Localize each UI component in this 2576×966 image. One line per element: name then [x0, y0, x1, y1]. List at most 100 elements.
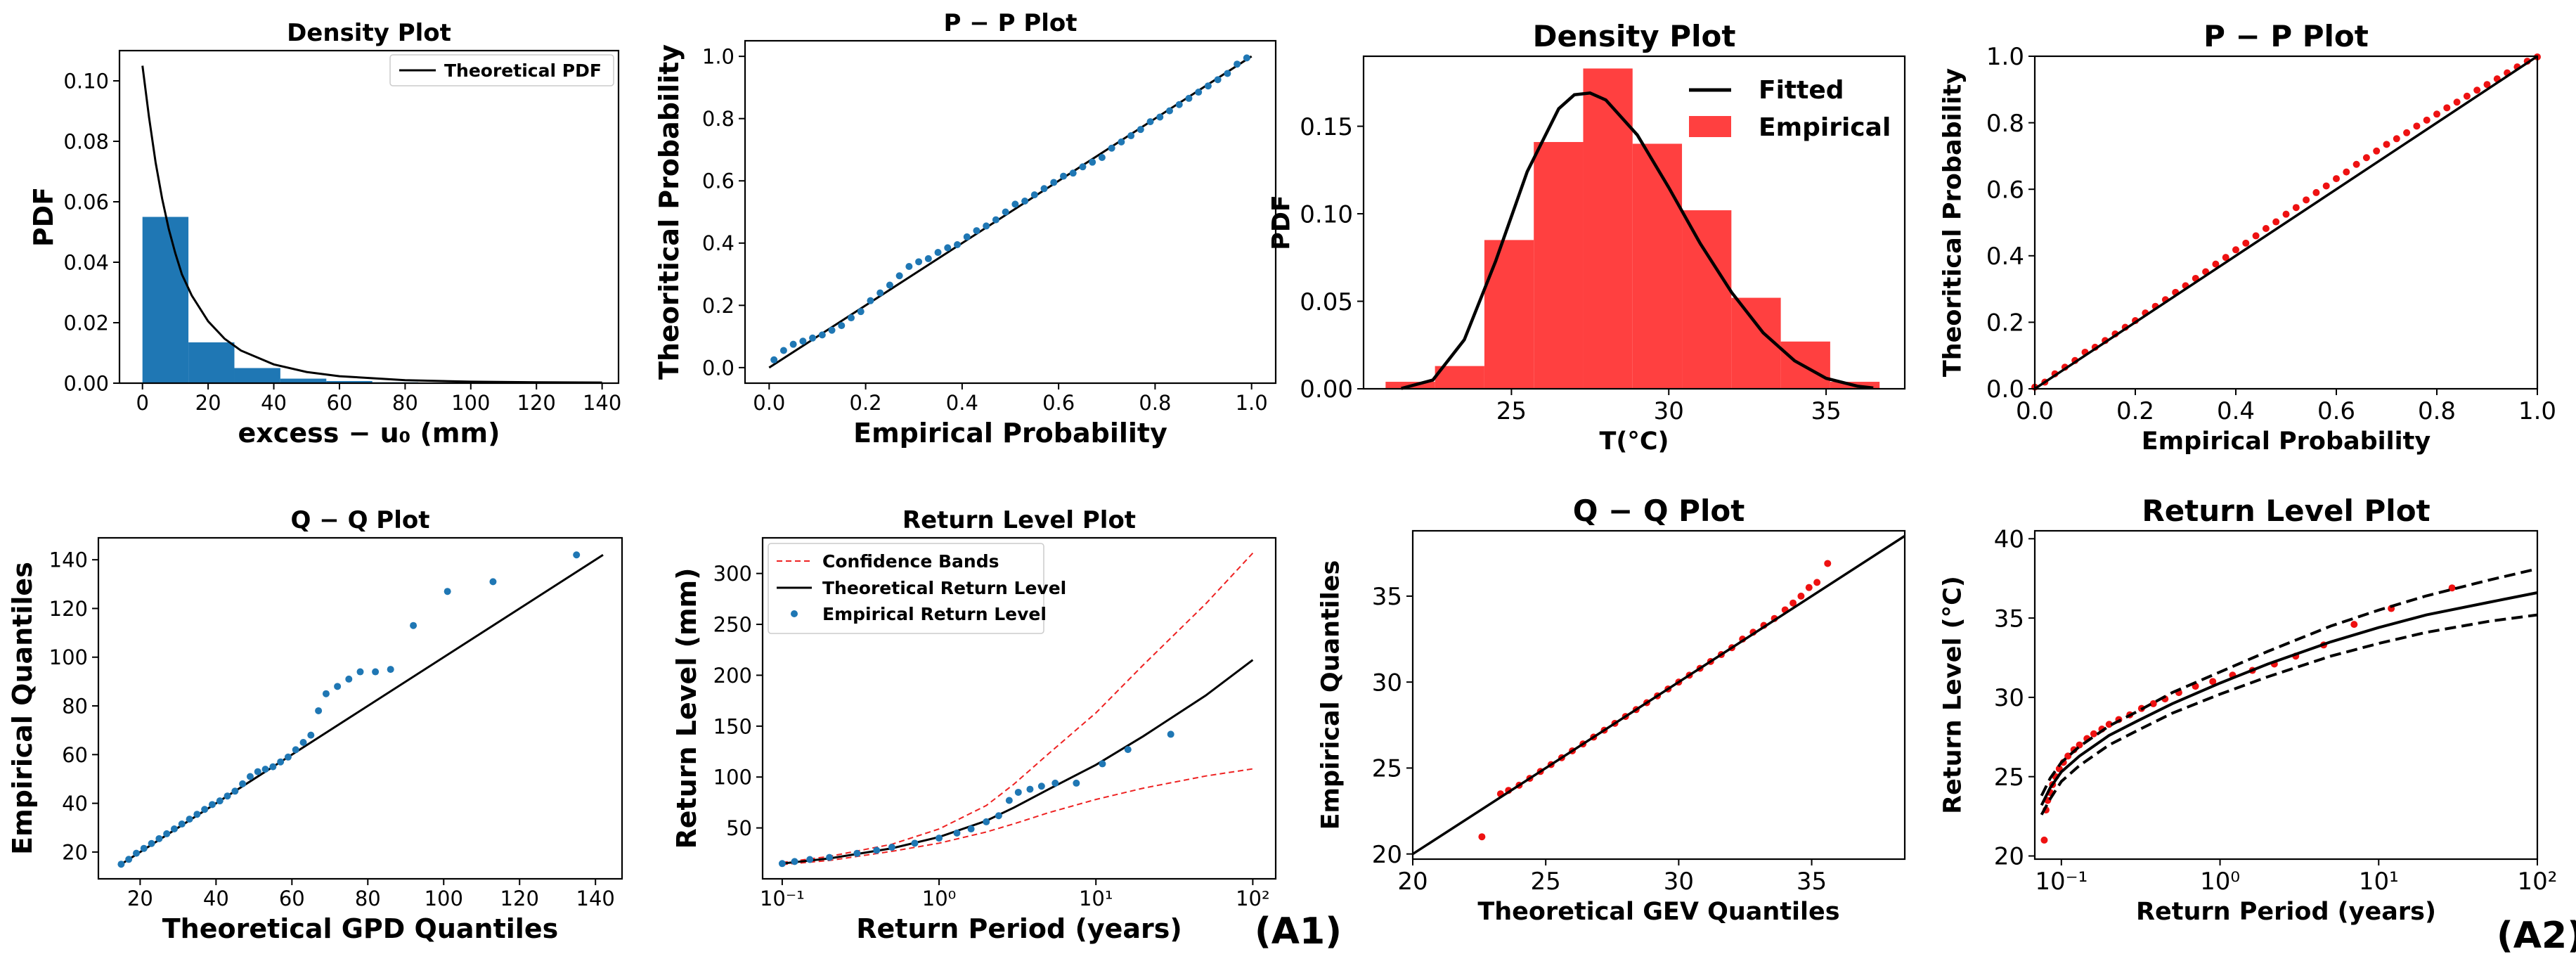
a2-return-xtick-label: 10²	[2518, 868, 2558, 896]
a2-density-xtick-label: 35	[1811, 397, 1841, 425]
a2-qq-xtick-label: 20	[1397, 868, 1428, 896]
a1-qq-xlabel: Theoretical GPD Quantiles	[162, 913, 558, 944]
a2-pp-point	[2343, 168, 2350, 176]
a1-qq-point	[284, 753, 292, 761]
a2-return-empirical-point	[2209, 678, 2217, 685]
a2-return-empirical-point	[2350, 621, 2358, 629]
a1-return-ytick-label: 200	[713, 664, 752, 688]
a2-density-legend-label: Empirical	[1759, 113, 1891, 142]
a2-qq-ylabel: Empirical Quantiles	[1317, 560, 1345, 830]
a2-pp-point	[2242, 239, 2250, 247]
a1-return-empirical-point	[873, 846, 881, 854]
a1-pp-ytick-label: 0.0	[702, 356, 734, 380]
a2-pp-xtick-label: 1.0	[2518, 397, 2556, 425]
a1-density-xtick-label: 60	[327, 391, 353, 415]
a2-pp-reference-line	[2034, 55, 2538, 390]
a1-qq-point	[254, 768, 261, 775]
a1-qq-point	[239, 780, 247, 787]
a1-pp-point	[944, 244, 952, 252]
a1-pp-point	[857, 308, 865, 316]
a2-density-legend-swatch	[1689, 116, 1731, 137]
a2-pp-ytick-label: 0.8	[1986, 110, 2024, 138]
a2-return-empirical-point	[2040, 836, 2048, 844]
a2-density-bar	[1435, 366, 1484, 389]
a1-qq-point	[573, 551, 581, 559]
a1-density-bar	[326, 380, 373, 383]
a1-qq-point	[132, 849, 140, 857]
a2-return-xtick-label: 10⁻¹	[2035, 868, 2088, 896]
a1-qq-point	[356, 668, 364, 676]
a1-qq-point	[208, 801, 216, 809]
a2-return-ytick-label: 35	[1994, 605, 2024, 633]
a2-pp-point	[2463, 92, 2471, 100]
a2-qq-ytick-label: 35	[1372, 583, 1402, 611]
a2-pp-point	[2413, 122, 2421, 130]
a1-density-ytick-label: 0.10	[63, 69, 109, 93]
a2-density-xtick-label: 25	[1496, 397, 1527, 425]
a1-qq-point	[216, 797, 224, 805]
a1-pp-point	[770, 356, 778, 363]
a1-qq-point	[193, 811, 201, 818]
a2-qq-point	[1789, 599, 1797, 607]
a2-density-ylabel: PDF	[1268, 195, 1296, 250]
a1-qq-point	[155, 835, 163, 842]
a1-qq-point	[163, 830, 171, 837]
a1-pp-point	[1127, 132, 1135, 140]
a2-qq-point	[1805, 584, 1813, 591]
a1-pp-point	[1040, 185, 1048, 193]
a2-density-bar	[1632, 143, 1683, 389]
a1-return-empirical-point	[791, 858, 798, 865]
a1-pp-point	[779, 347, 787, 354]
a1-pp-point	[963, 233, 971, 240]
a1-return-empirical-point	[953, 829, 961, 837]
a2-density-ytick-label: 0.05	[1300, 288, 1353, 316]
a1-return-axes-frame	[761, 536, 1277, 880]
a1-pp-point	[905, 262, 913, 270]
a1-qq-point	[186, 816, 193, 823]
a2-pp-xtick-label: 0.4	[2217, 397, 2255, 425]
a1-qq-point	[246, 773, 254, 780]
a1-density-ylabel: PDF	[28, 187, 59, 247]
a1-pp-xtick-label: 0.4	[946, 391, 978, 415]
a1-pp-point	[1166, 107, 1173, 115]
a2-density-ytick-label: 0.00	[1300, 375, 1353, 404]
a2-pp-ylabel: Theoritical Probability	[1939, 68, 1967, 378]
a1-return-ytick-label: 250	[713, 612, 752, 636]
a2-pp-ytick-label: 0.0	[1986, 375, 2024, 404]
a1-density-xlabel: excess − u₀ (mm)	[238, 418, 500, 449]
a2-pp-xtick-label: 0.6	[2317, 397, 2355, 425]
a2-pp-point	[2443, 104, 2451, 112]
a2-qq-xlabel: Theoretical GEV Quantiles	[1477, 898, 1839, 926]
a1-qq-point	[345, 675, 353, 683]
a2-return-empirical-point	[2105, 721, 2113, 728]
a2-return-title: Return Level Plot	[2142, 494, 2430, 528]
a2-return-ytick-label: 30	[1994, 684, 2024, 712]
a1-return-empirical-point	[1051, 779, 1059, 787]
a2-pp-point	[2262, 225, 2270, 233]
a1-return-xtick-label: 10⁰	[922, 887, 957, 910]
a2-return-empirical-point	[2448, 584, 2456, 592]
a2-density-bar	[1731, 297, 1781, 389]
a2-pp-point	[2232, 246, 2239, 254]
a1-density-legend-label: Theoretical PDF	[444, 60, 602, 81]
a1-density-title: Density Plot	[287, 19, 451, 47]
a1-density-legend-box	[389, 54, 614, 86]
a2-pp-point	[2373, 147, 2381, 155]
a1-qq-point	[387, 666, 394, 674]
a1-pp-point	[1108, 144, 1115, 152]
a2-pp-xlabel: Empirical Probability	[2142, 427, 2431, 456]
a1-qq-axes-frame	[97, 536, 623, 880]
a1-qq-point	[334, 683, 342, 690]
a2-density-title: Density Plot	[1533, 19, 1736, 53]
a2-qq-ytick-label: 30	[1372, 669, 1402, 697]
a1-return-xtick-label: 10⁻¹	[760, 887, 805, 910]
a1-pp-xtick-label: 1.0	[1236, 391, 1268, 415]
a1-pp-point	[1079, 163, 1087, 171]
a1-return-empirical-point	[888, 844, 895, 851]
a1-qq-point	[201, 806, 209, 813]
a1-qq-ytick-label: 120	[49, 597, 88, 621]
a2-pp-xtick-label: 0.0	[2016, 397, 2054, 425]
a1-density-ytick-label: 0.08	[63, 129, 109, 153]
a1-pp-point	[1243, 54, 1250, 62]
